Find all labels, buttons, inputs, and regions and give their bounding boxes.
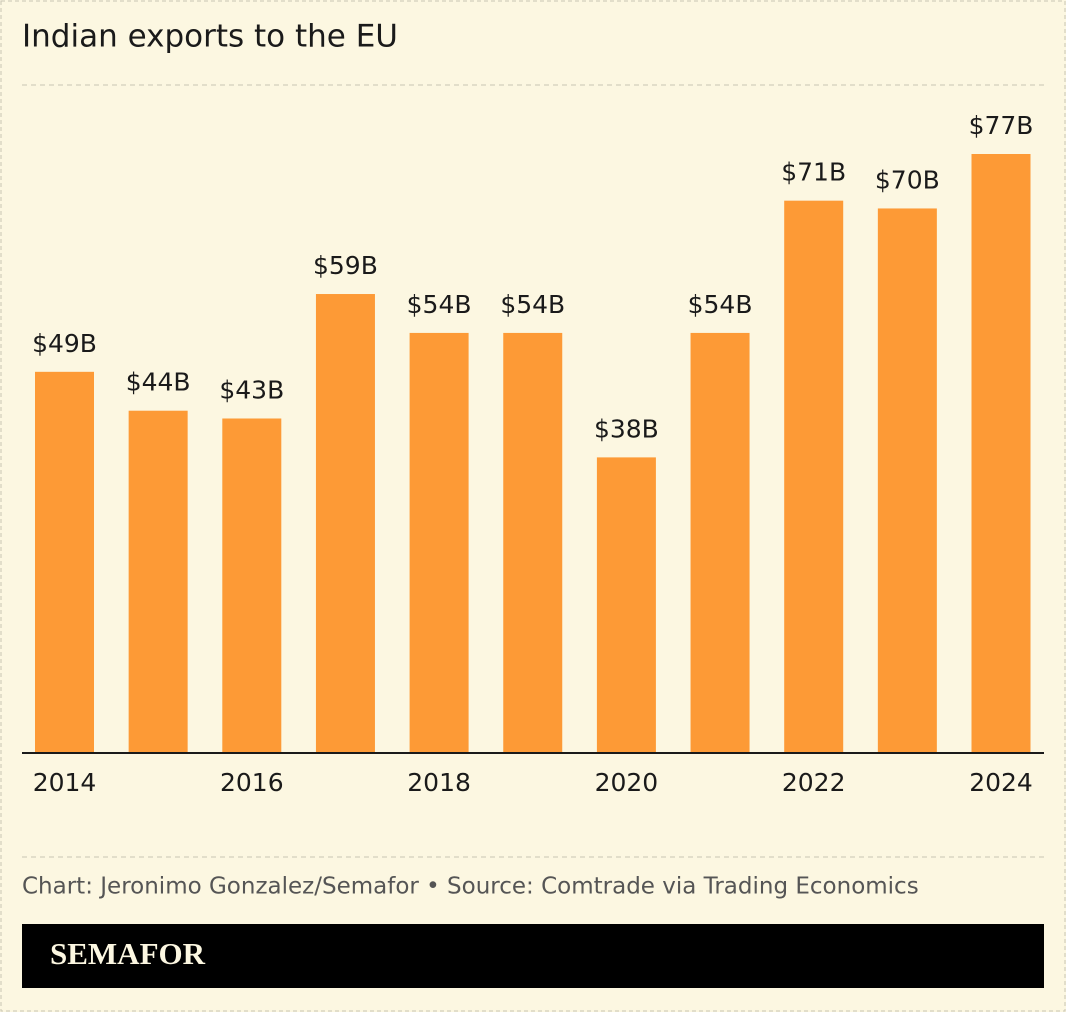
brand-bar [22,924,1044,988]
bar [784,200,844,754]
x-tick-label: 2016 [220,768,284,797]
value-label: $77B [969,111,1034,140]
value-label: $43B [219,375,284,404]
value-label: $59B [313,251,378,280]
bar [971,154,1031,753]
bar [503,332,563,753]
chart-title: Indian exports to the EU [22,19,398,55]
bar [690,332,750,753]
credit: Chart: Jeronimo Gonzalez/Semafor • Sourc… [22,874,919,900]
bar [409,332,469,753]
x-tick-label: 2024 [969,768,1033,797]
value-label: $49B [32,329,97,358]
bar [35,371,94,753]
value-label: $71B [781,158,846,187]
bar [222,418,282,753]
value-label: $54B [407,290,472,319]
bar [128,410,188,753]
bar [596,457,656,753]
value-label: $54B [688,290,753,319]
bar [877,208,937,754]
value-label: $38B [594,414,659,443]
x-tick-label: 2018 [407,768,471,797]
value-label: $54B [500,290,565,319]
x-tick-label: 2020 [595,768,659,797]
x-tick-label: 2022 [782,768,846,797]
value-label: $44B [126,368,191,397]
x-tick-label: 2014 [33,768,97,797]
bar [315,294,375,753]
brand: SEMAFOR [50,936,206,971]
value-label: $70B [875,165,940,194]
